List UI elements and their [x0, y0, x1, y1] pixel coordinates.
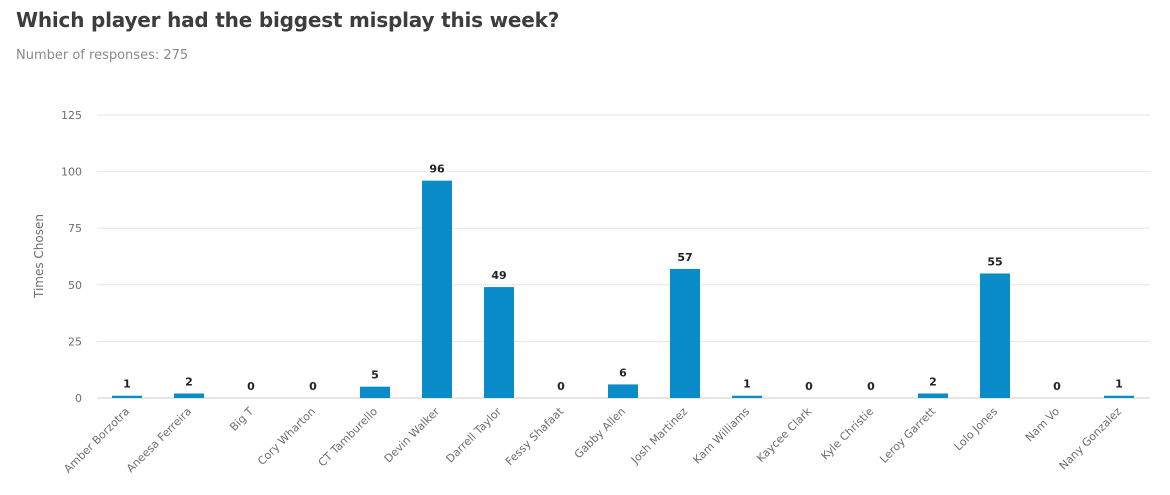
y-axis-title: Times Chosen: [32, 214, 46, 299]
data-label-14: 55: [987, 255, 1002, 268]
category-label-3: Cory Wharton: [255, 405, 318, 468]
data-label-7: 0: [557, 380, 565, 393]
data-label-6: 49: [491, 269, 506, 282]
bar-1: [174, 393, 204, 398]
category-label-9: Josh Martinez: [628, 405, 690, 467]
bars: [112, 180, 1134, 398]
category-label-6: Darrell Taylor: [444, 405, 505, 466]
category-label-14: Lolo Jones: [952, 405, 1001, 454]
data-label-0: 1: [123, 378, 131, 391]
data-label-3: 0: [309, 380, 317, 393]
bar-0: [112, 395, 142, 398]
bar-9: [670, 268, 700, 398]
data-label-10: 1: [743, 378, 751, 391]
category-label-7: Fessy Shafaat: [503, 404, 567, 468]
data-label-11: 0: [805, 380, 813, 393]
category-label-11: Kaycee Clark: [754, 404, 814, 464]
data-label-12: 0: [867, 380, 875, 393]
data-label-16: 1: [1115, 378, 1123, 391]
chart-title: Which player had the biggest misplay thi…: [16, 8, 560, 32]
y-tick-label-100: 100: [61, 166, 82, 179]
y-tick-label-75: 75: [68, 222, 82, 235]
category-label-0: Amber Borzotra: [61, 405, 132, 476]
bar-8: [608, 384, 638, 398]
bar-13: [918, 393, 948, 398]
category-label-4: CT Tamburello: [316, 405, 381, 470]
y-axis-tick-labels: 0 25 50 75 100 125: [61, 109, 82, 405]
y-tick-label-125: 125: [61, 109, 82, 122]
category-label-15: Nam Vo: [1023, 405, 1062, 444]
bar-10: [732, 395, 762, 398]
data-label-2: 0: [247, 380, 255, 393]
bar-6: [484, 287, 514, 398]
response-count: Number of responses: 275: [16, 48, 189, 63]
y-tick-label-25: 25: [68, 335, 82, 348]
data-label-15: 0: [1053, 380, 1061, 393]
category-label-16: Nany Gonzalez: [1057, 405, 1125, 473]
bar-14: [980, 273, 1010, 398]
category-label-8: Gabby Allen: [572, 405, 628, 461]
data-label-13: 2: [929, 375, 937, 388]
category-label-1: Aneesa Ferreira: [124, 405, 194, 475]
category-label-12: Kyle Christie: [819, 405, 877, 463]
category-label-10: Kam Williams: [691, 405, 753, 467]
data-label-1: 2: [185, 375, 193, 388]
data-labels: 1 2 0 0 5 96 49 0 6 57 1 0 0 2 55 0 1: [123, 163, 1123, 393]
y-tick-label-0: 0: [75, 392, 82, 405]
bar-4: [360, 386, 390, 398]
category-label-5: Devin Walker: [382, 405, 443, 466]
bar-16: [1104, 395, 1134, 398]
category-label-2: Big T: [227, 405, 256, 434]
data-label-4: 5: [371, 369, 379, 382]
bar-5: [422, 180, 452, 398]
data-label-8: 6: [619, 366, 627, 379]
category-label-13: Leroy Garrett: [877, 404, 938, 465]
data-label-9: 57: [677, 251, 692, 264]
data-label-5: 96: [429, 163, 445, 176]
y-tick-label-50: 50: [68, 279, 82, 292]
